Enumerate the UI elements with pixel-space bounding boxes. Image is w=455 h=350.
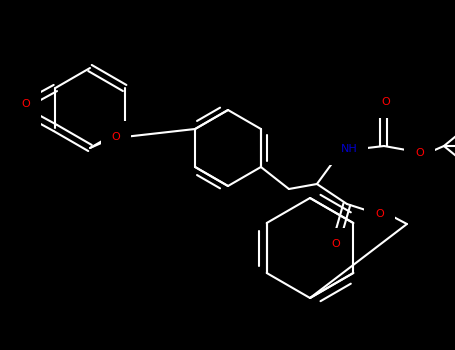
Text: O: O (111, 132, 121, 142)
Text: O: O (332, 239, 340, 249)
Text: NH: NH (340, 144, 357, 154)
Text: O: O (21, 99, 30, 109)
Text: O: O (382, 97, 390, 107)
Text: O: O (415, 148, 424, 158)
Text: O: O (375, 209, 384, 219)
Text: O: O (21, 107, 30, 117)
